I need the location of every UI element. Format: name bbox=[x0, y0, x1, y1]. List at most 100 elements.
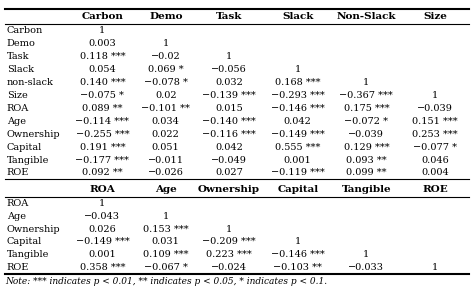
Text: −0.114 ***: −0.114 *** bbox=[75, 117, 129, 126]
Text: −0.067 *: −0.067 * bbox=[144, 263, 188, 272]
Text: Size: Size bbox=[7, 91, 27, 100]
Text: Task: Task bbox=[216, 12, 242, 21]
Text: ROA: ROA bbox=[90, 185, 115, 194]
Text: 0.358 ***: 0.358 *** bbox=[80, 263, 125, 272]
Text: −0.293 ***: −0.293 *** bbox=[271, 91, 325, 100]
Text: 1: 1 bbox=[226, 52, 232, 61]
Text: −0.011: −0.011 bbox=[148, 156, 184, 165]
Text: 0.118 ***: 0.118 *** bbox=[80, 52, 125, 61]
Text: −0.103 **: −0.103 ** bbox=[273, 263, 322, 272]
Text: Tangible: Tangible bbox=[341, 185, 391, 194]
Text: 0.092 **: 0.092 ** bbox=[82, 169, 123, 178]
Text: Tangible: Tangible bbox=[7, 250, 49, 259]
Text: 0.031: 0.031 bbox=[152, 237, 180, 246]
Text: Age: Age bbox=[7, 212, 26, 221]
Text: Tangible: Tangible bbox=[7, 156, 49, 165]
Text: Carbon: Carbon bbox=[82, 12, 123, 21]
Text: −0.039: −0.039 bbox=[417, 104, 453, 113]
Text: −0.367 ***: −0.367 *** bbox=[339, 91, 393, 100]
Text: −0.075 *: −0.075 * bbox=[81, 91, 124, 100]
Text: 1: 1 bbox=[363, 78, 369, 87]
Text: 0.191 ***: 0.191 *** bbox=[80, 143, 125, 152]
Text: −0.119 ***: −0.119 *** bbox=[271, 169, 325, 178]
Text: Carbon: Carbon bbox=[7, 26, 43, 35]
Text: −0.072 *: −0.072 * bbox=[344, 117, 388, 126]
Text: Ownership: Ownership bbox=[7, 130, 60, 139]
Text: 0.026: 0.026 bbox=[89, 225, 116, 233]
Text: 0.151 ***: 0.151 *** bbox=[412, 117, 458, 126]
Text: −0.149 ***: −0.149 *** bbox=[271, 130, 325, 139]
Text: −0.146 ***: −0.146 *** bbox=[271, 250, 325, 259]
Text: 0.042: 0.042 bbox=[284, 117, 311, 126]
Text: 0.022: 0.022 bbox=[152, 130, 180, 139]
Text: 0.004: 0.004 bbox=[421, 169, 449, 178]
Text: Task: Task bbox=[7, 52, 29, 61]
Text: −0.177 ***: −0.177 *** bbox=[75, 156, 129, 165]
Text: 1: 1 bbox=[432, 91, 438, 100]
Text: 0.032: 0.032 bbox=[215, 78, 243, 87]
Text: Ownership: Ownership bbox=[198, 185, 260, 194]
Text: 0.046: 0.046 bbox=[421, 156, 449, 165]
Text: ROE: ROE bbox=[7, 263, 29, 272]
Text: Capital: Capital bbox=[277, 185, 318, 194]
Text: 0.027: 0.027 bbox=[215, 169, 243, 178]
Text: 0.093 **: 0.093 ** bbox=[346, 156, 387, 165]
Text: 0.001: 0.001 bbox=[284, 156, 311, 165]
Text: Note: *** indicates p < 0.01, ** indicates p < 0.05, * indicates p < 0.1.: Note: *** indicates p < 0.01, ** indicat… bbox=[5, 277, 327, 286]
Text: −0.026: −0.026 bbox=[148, 169, 184, 178]
Text: −0.043: −0.043 bbox=[84, 212, 120, 221]
Text: 0.034: 0.034 bbox=[152, 117, 180, 126]
Text: −0.116 ***: −0.116 *** bbox=[202, 130, 256, 139]
Text: 0.140 ***: 0.140 *** bbox=[80, 78, 125, 87]
Text: 0.001: 0.001 bbox=[89, 250, 116, 259]
Text: −0.039: −0.039 bbox=[348, 130, 384, 139]
Text: Capital: Capital bbox=[7, 143, 42, 152]
Text: 0.042: 0.042 bbox=[215, 143, 243, 152]
Text: 0.153 ***: 0.153 *** bbox=[143, 225, 189, 233]
Text: −0.056: −0.056 bbox=[211, 65, 247, 74]
Text: −0.149 ***: −0.149 *** bbox=[75, 237, 129, 246]
Text: 0.054: 0.054 bbox=[89, 65, 116, 74]
Text: 0.02: 0.02 bbox=[155, 91, 176, 100]
Text: ROA: ROA bbox=[7, 104, 29, 113]
Text: 0.555 ***: 0.555 *** bbox=[275, 143, 320, 152]
Text: 1: 1 bbox=[363, 250, 369, 259]
Text: Demo: Demo bbox=[149, 12, 182, 21]
Text: 0.253 ***: 0.253 *** bbox=[412, 130, 458, 139]
Text: −0.033: −0.033 bbox=[348, 263, 384, 272]
Text: 0.003: 0.003 bbox=[89, 39, 116, 48]
Text: ROE: ROE bbox=[422, 185, 448, 194]
Text: Demo: Demo bbox=[7, 39, 36, 48]
Text: −0.024: −0.024 bbox=[211, 263, 247, 272]
Text: Slack: Slack bbox=[282, 12, 313, 21]
Text: −0.209 ***: −0.209 *** bbox=[202, 237, 256, 246]
Text: 1: 1 bbox=[99, 199, 106, 208]
Text: 1: 1 bbox=[99, 26, 106, 35]
Text: Size: Size bbox=[423, 12, 447, 21]
Text: Slack: Slack bbox=[7, 65, 34, 74]
Text: −0.255 ***: −0.255 *** bbox=[75, 130, 129, 139]
Text: −0.078 *: −0.078 * bbox=[144, 78, 188, 87]
Text: −0.077 *: −0.077 * bbox=[413, 143, 457, 152]
Text: 1: 1 bbox=[294, 65, 301, 74]
Text: 0.089 **: 0.089 ** bbox=[82, 104, 123, 113]
Text: 1: 1 bbox=[226, 225, 232, 233]
Text: ROA: ROA bbox=[7, 199, 29, 208]
Text: non-slack: non-slack bbox=[7, 78, 54, 87]
Text: ROE: ROE bbox=[7, 169, 29, 178]
Text: 0.099 **: 0.099 ** bbox=[346, 169, 387, 178]
Text: 0.168 ***: 0.168 *** bbox=[275, 78, 320, 87]
Text: Age: Age bbox=[155, 185, 177, 194]
Text: −0.146 ***: −0.146 *** bbox=[271, 104, 325, 113]
Text: −0.139 ***: −0.139 *** bbox=[202, 91, 256, 100]
Text: 0.129 ***: 0.129 *** bbox=[344, 143, 389, 152]
Text: 1: 1 bbox=[163, 212, 169, 221]
Text: Age: Age bbox=[7, 117, 26, 126]
Text: 1: 1 bbox=[163, 39, 169, 48]
Text: −0.02: −0.02 bbox=[151, 52, 181, 61]
Text: Non-Slack: Non-Slack bbox=[337, 12, 396, 21]
Text: 1: 1 bbox=[294, 237, 301, 246]
Text: 0.175 ***: 0.175 *** bbox=[344, 104, 389, 113]
Text: 0.015: 0.015 bbox=[215, 104, 243, 113]
Text: 0.051: 0.051 bbox=[152, 143, 180, 152]
